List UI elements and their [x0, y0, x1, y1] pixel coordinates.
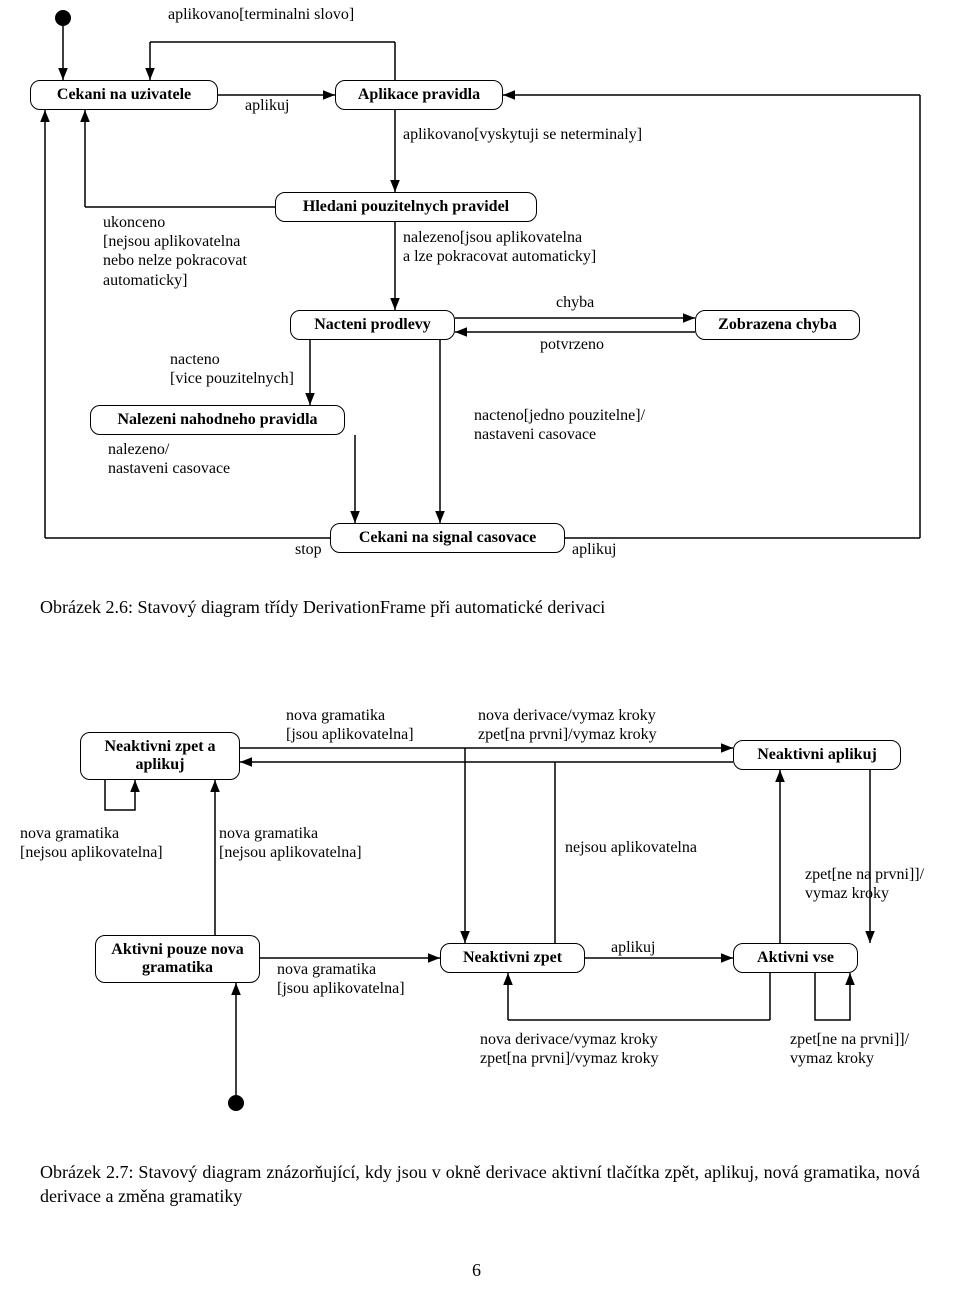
- edge-label: zpet[ne na prvni]]/ vymaz kroky: [790, 1030, 909, 1068]
- state-label: Zobrazena chyba: [718, 316, 837, 334]
- edge-label: chyba: [556, 293, 594, 312]
- initial-state-1: [55, 10, 71, 26]
- state-cekani-signal: Cekani na signal casovace: [330, 523, 565, 553]
- state-hledani: Hledani pouzitelnych pravidel: [275, 192, 537, 222]
- state-label: Neaktivni zpet a aplikuj: [91, 738, 229, 775]
- state-label: Aplikace pravidla: [358, 86, 480, 104]
- state-label: Nalezeni nahodneho pravidla: [117, 411, 317, 429]
- state-neaktivni-zpet-aplikuj: Neaktivni zpet a aplikuj: [80, 732, 240, 780]
- edge-label: nova gramatika [nejsou aplikovatelna]: [219, 824, 362, 862]
- state-zobrazena-chyba: Zobrazena chyba: [695, 310, 860, 340]
- state-label: Neaktivni aplikuj: [757, 746, 877, 764]
- edge-label: aplikovano[terminalni slovo]: [168, 5, 354, 24]
- edge-label: nalezeno[jsou aplikovatelna a lze pokrac…: [403, 228, 596, 266]
- page: Cekani na uzivatele Aplikace pravidla Hl…: [0, 0, 960, 1294]
- edge-label: stop: [295, 540, 322, 559]
- state-neaktivni-aplikuj: Neaktivni aplikuj: [733, 740, 901, 770]
- state-aktivni-vse: Aktivni vse: [733, 943, 858, 973]
- edge-label: nacteno [vice pouzitelnych]: [170, 350, 294, 388]
- edge-label: nova derivace/vymaz kroky zpet[na prvni]…: [480, 1030, 659, 1068]
- state-nalezeni: Nalezeni nahodneho pravidla: [90, 405, 345, 435]
- edge-label: potvrzeno: [540, 335, 604, 354]
- figure-caption-1: Obrázek 2.6: Stavový diagram třídy Deriv…: [40, 595, 920, 619]
- initial-state-2: [228, 1095, 244, 1111]
- edge-label: nova derivace/vymaz kroky zpet[na prvni]…: [478, 706, 657, 744]
- edge-label: aplikuj: [245, 96, 289, 115]
- state-nacteni: Nacteni prodlevy: [290, 310, 455, 340]
- edge-label: aplikuj: [611, 938, 655, 957]
- page-number: 6: [472, 1260, 481, 1281]
- state-label: Cekani na signal casovace: [359, 529, 536, 547]
- state-label: Aktivni pouze nova gramatika: [106, 941, 249, 978]
- state-aktivni-pouze: Aktivni pouze nova gramatika: [95, 935, 260, 983]
- edge-label: ukonceno [nejsou aplikovatelna nebo nelz…: [103, 213, 247, 290]
- state-label: Neaktivni zpet: [463, 949, 562, 967]
- edge-label: zpet[ne na prvni]]/ vymaz kroky: [805, 865, 924, 903]
- edge-label: nova gramatika [nejsou aplikovatelna]: [20, 824, 163, 862]
- state-aplikace-pravidla: Aplikace pravidla: [335, 80, 503, 110]
- state-label: Cekani na uzivatele: [57, 86, 191, 104]
- figure-caption-2: Obrázek 2.7: Stavový diagram znázorňujíc…: [40, 1160, 920, 1209]
- state-label: Nacteni prodlevy: [314, 316, 431, 334]
- edge-label: nalezeno/ nastaveni casovace: [108, 440, 230, 478]
- edge-label: nacteno[jedno pouzitelne]/ nastaveni cas…: [474, 406, 645, 444]
- edge-label: aplikuj: [572, 540, 616, 559]
- edge-label: nova gramatika [jsou aplikovatelna]: [277, 960, 405, 998]
- state-label: Hledani pouzitelnych pravidel: [303, 198, 509, 216]
- state-neaktivni-zpet: Neaktivni zpet: [440, 943, 585, 973]
- edge-label: nejsou aplikovatelna: [565, 838, 697, 857]
- state-cekani-uzivatele: Cekani na uzivatele: [30, 80, 218, 110]
- edge-label: nova gramatika [jsou aplikovatelna]: [286, 706, 414, 744]
- state-label: Aktivni vse: [757, 949, 834, 967]
- edge-label: aplikovano[vyskytuji se neterminaly]: [403, 125, 642, 144]
